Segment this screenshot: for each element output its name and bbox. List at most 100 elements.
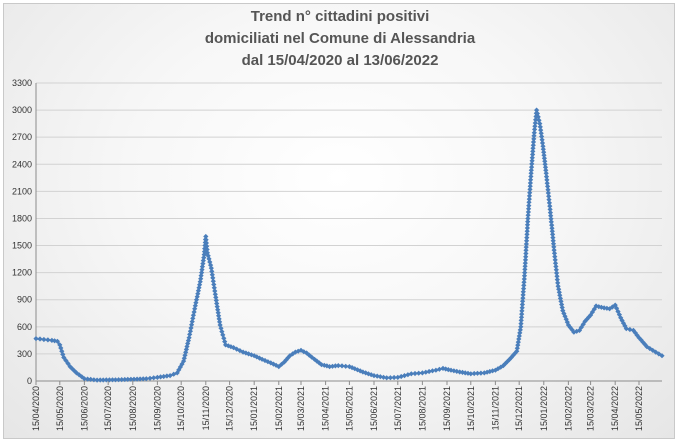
data-point-marker — [436, 366, 442, 372]
data-point-marker — [167, 373, 173, 379]
y-tick-label: 2100 — [12, 186, 32, 196]
data-point-marker — [471, 370, 477, 377]
data-point-marker — [151, 375, 157, 381]
data-point-marker — [192, 306, 198, 312]
data-point-marker — [198, 273, 204, 279]
data-point-marker — [562, 313, 568, 319]
data-point-marker — [530, 145, 536, 151]
data-point-marker — [520, 292, 526, 298]
data-point-marker — [190, 315, 196, 321]
x-tick-label: 15/03/2022 — [586, 386, 596, 431]
data-point-marker — [547, 206, 553, 213]
data-point-marker — [200, 258, 206, 264]
data-point-marker — [614, 305, 620, 311]
data-point-marker — [122, 376, 128, 383]
data-point-marker — [524, 225, 530, 231]
data-point-marker — [176, 367, 182, 373]
data-point-marker — [516, 333, 522, 339]
data-point-marker — [49, 337, 55, 343]
data-point-marker — [212, 288, 218, 294]
data-point-marker — [186, 335, 192, 341]
data-point-marker — [537, 121, 543, 127]
data-point-marker — [206, 256, 212, 262]
data-point-marker — [521, 279, 527, 285]
x-tick-label: 15/04/2022 — [610, 386, 620, 431]
data-point-marker — [209, 268, 215, 274]
data-point-marker — [558, 298, 564, 304]
data-point-marker — [220, 332, 226, 338]
data-point-marker — [515, 342, 521, 348]
data-point-marker — [557, 292, 563, 298]
data-point-marker — [187, 331, 193, 337]
data-point-marker — [213, 294, 219, 300]
data-point-marker — [426, 368, 432, 375]
data-point-marker — [222, 339, 228, 345]
data-point-marker — [618, 315, 624, 321]
data-point-marker — [545, 183, 551, 190]
data-point-marker — [623, 326, 629, 332]
data-point-marker — [189, 319, 195, 325]
data-point-marker — [542, 158, 548, 164]
data-point-marker — [210, 278, 216, 284]
data-point-marker — [520, 289, 526, 295]
data-point-marker — [560, 308, 566, 314]
data-point-marker — [546, 200, 552, 206]
data-point-marker — [103, 377, 109, 383]
data-point-marker — [185, 338, 191, 344]
x-tick-label: 15/04/2021 — [321, 386, 331, 431]
data-point-marker — [526, 196, 532, 202]
data-point-marker — [125, 376, 131, 382]
data-point-marker — [214, 304, 220, 310]
data-point-marker — [521, 276, 527, 282]
data-point-marker — [582, 318, 588, 324]
data-point-marker — [520, 295, 526, 301]
data-point-marker — [214, 300, 220, 307]
data-point-marker — [490, 368, 496, 374]
data-point-marker — [539, 140, 546, 146]
data-point-marker — [551, 247, 557, 253]
x-tick-label: 15/08/2021 — [417, 386, 427, 431]
data-point-marker — [554, 270, 560, 276]
data-point-marker — [523, 250, 529, 257]
data-point-marker — [550, 238, 556, 244]
data-point-marker — [335, 363, 341, 369]
data-point-marker — [203, 240, 209, 246]
data-point-marker — [128, 376, 134, 382]
data-point-marker — [548, 213, 554, 219]
data-point-marker — [519, 308, 525, 314]
data-point-marker — [549, 222, 555, 228]
data-point-marker — [211, 285, 217, 291]
data-point-marker — [324, 363, 330, 369]
data-point-marker — [234, 346, 240, 352]
data-point-marker — [526, 203, 532, 209]
data-point-marker — [528, 177, 534, 183]
data-point-marker — [161, 373, 167, 380]
data-point-marker — [525, 215, 531, 222]
data-point-marker — [213, 297, 219, 303]
data-point-marker — [521, 286, 527, 292]
data-point-marker — [216, 313, 222, 319]
data-point-marker — [556, 289, 562, 295]
data-point-marker — [343, 363, 349, 369]
data-point-marker — [106, 377, 112, 383]
data-point-marker — [223, 342, 229, 348]
data-point-marker — [54, 338, 60, 344]
data-point-marker — [580, 321, 586, 327]
x-tick-label: 15/07/2020 — [103, 386, 113, 431]
data-point-marker — [158, 374, 164, 380]
data-point-marker — [584, 316, 590, 322]
data-point-marker — [622, 323, 628, 329]
data-point-marker — [183, 346, 189, 352]
data-point-marker — [218, 325, 224, 331]
x-tick-label: 15/01/2021 — [249, 386, 259, 431]
data-point-marker — [554, 277, 560, 283]
data-point-marker — [541, 155, 547, 161]
data-point-marker — [45, 337, 51, 343]
data-point-marker — [112, 377, 119, 383]
data-point-marker — [517, 327, 523, 333]
x-tick-label: 15/03/2021 — [296, 386, 306, 431]
data-point-marker — [553, 263, 559, 270]
data-point-marker — [630, 327, 636, 333]
data-point-marker — [225, 343, 231, 349]
data-point-marker — [204, 246, 210, 253]
